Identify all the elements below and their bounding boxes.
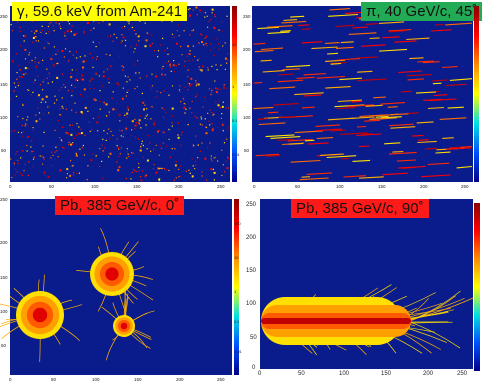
x-tick: 100 xyxy=(339,371,350,377)
x-tick: 150 xyxy=(381,371,392,377)
x-tick: 0 xyxy=(258,371,262,377)
x-tick: 100 xyxy=(91,184,99,189)
y-tick: 150 xyxy=(0,82,8,87)
colorbar xyxy=(474,6,479,182)
x-axis: 0 50 100 150 200 250 xyxy=(243,184,483,190)
x-tick: 50 xyxy=(51,377,57,382)
y-tick: 50 xyxy=(244,148,250,153)
x-tick: 150 xyxy=(134,377,142,382)
colorbar-tick: 1 xyxy=(232,84,235,89)
x-tick: 50 xyxy=(49,184,55,189)
hit-map-pb-0deg xyxy=(0,199,232,375)
y-tick: 250 xyxy=(246,202,257,208)
x-tick: 0 xyxy=(253,184,256,189)
x-tick: 50 xyxy=(298,371,305,377)
colorbar-tick: 0.01 xyxy=(232,152,240,157)
colorbar-tick: 0.1 xyxy=(234,319,240,324)
hit-map-pion xyxy=(252,6,473,182)
x-tick: 200 xyxy=(176,377,184,382)
y-tick: 100 xyxy=(246,301,257,307)
y-tick: 200 xyxy=(246,235,257,241)
y-axis: 50 100 150 200 250 xyxy=(0,0,10,190)
x-tick: 200 xyxy=(420,184,428,189)
colorbar-tick: 100 xyxy=(234,221,241,226)
y-tick: 150 xyxy=(246,268,257,274)
ion-clusters xyxy=(0,228,155,362)
x-axis: 0 50 100 150 200 250 xyxy=(0,184,241,190)
x-tick: 250 xyxy=(217,184,225,189)
x-tick: 250 xyxy=(461,184,469,189)
panel-gamma: γ, 59.6 keV from Am-241 10 1 0.1 0.01 0 … xyxy=(0,0,241,190)
panel-title: γ, 59.6 keV from Am-241 xyxy=(12,2,188,21)
colorbar-tick: 0.01 xyxy=(234,349,242,354)
y-tick: 100 xyxy=(243,115,251,120)
y-tick: 200 xyxy=(0,240,8,245)
ion-track xyxy=(261,284,474,356)
x-axis: 0 50 100 150 200 250 xyxy=(243,371,483,381)
y-tick: 150 xyxy=(243,82,251,87)
hit-map-pb-90deg xyxy=(260,199,474,369)
y-tick: 250 xyxy=(0,14,8,19)
x-tick: 200 xyxy=(423,371,434,377)
panel-pion: π, 40 GeV/c, 45˚ 0 50 100 150 200 250 50… xyxy=(243,0,483,190)
colorbar xyxy=(234,199,239,375)
plot-area xyxy=(10,6,230,182)
y-tick: 100 xyxy=(0,309,8,314)
hit-map-gamma xyxy=(10,6,230,182)
colorbar xyxy=(232,6,237,182)
x-tick: 0 xyxy=(9,184,12,189)
y-axis: 50 100 150 200 250 xyxy=(243,0,252,190)
y-tick: 150 xyxy=(0,275,8,280)
y-tick: 0 xyxy=(252,365,256,371)
panel-title: Pb, 385 GeV/c, 0˚ xyxy=(55,196,185,215)
y-tick: 50 xyxy=(1,148,7,153)
panel-pb-0deg: Pb, 385 GeV/c, 0˚ 100 10 1 0.1 0.01 0 50… xyxy=(0,193,242,383)
y-axis: 50 100 150 200 250 xyxy=(0,193,10,383)
x-tick: 150 xyxy=(133,184,141,189)
panel-title: π, 40 GeV/c, 45˚ xyxy=(361,2,483,21)
x-tick: 250 xyxy=(217,377,225,382)
colorbar xyxy=(474,203,480,371)
y-axis: 0 50 100 150 200 250 xyxy=(243,193,260,383)
y-tick: 100 xyxy=(0,115,8,120)
x-tick: 100 xyxy=(92,377,100,382)
panel-title: Pb, 385 GeV/c, 90˚ xyxy=(291,199,429,218)
colorbar-tick: 10 xyxy=(234,255,239,260)
panel-pb-90deg: Pb, 385 GeV/c, 90˚ 0 50 100 150 200 250 … xyxy=(243,193,483,383)
colorbar-tick: 1 xyxy=(234,289,237,294)
colorbar-tick: 10 xyxy=(232,42,237,47)
y-tick: 250 xyxy=(243,14,251,19)
y-tick: 250 xyxy=(0,197,8,202)
x-tick: 250 xyxy=(457,371,468,377)
y-tick: 50 xyxy=(250,335,257,341)
y-tick: 200 xyxy=(243,47,251,52)
colorbar-tick: 0.1 xyxy=(232,118,238,123)
x-tick: 100 xyxy=(336,184,344,189)
x-axis: 0 50 100 150 200 250 xyxy=(0,377,241,383)
x-tick: 50 xyxy=(295,184,301,189)
x-tick: 150 xyxy=(378,184,386,189)
x-tick: 200 xyxy=(175,184,183,189)
y-tick: 50 xyxy=(1,343,7,348)
y-tick: 200 xyxy=(0,47,8,52)
x-tick: 0 xyxy=(9,377,12,382)
